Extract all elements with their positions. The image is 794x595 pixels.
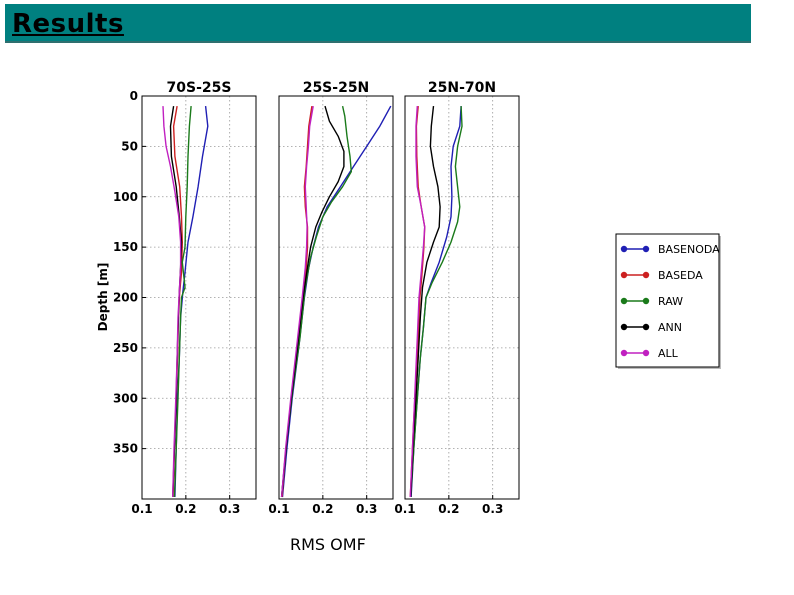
y-tick-label: 100 xyxy=(113,190,138,204)
series-line-basenoda-panel-2 xyxy=(281,105,392,498)
panel-frame xyxy=(404,95,520,500)
legend-label-basenoda: BASENODA xyxy=(658,243,720,256)
x-tick-label: 0.2 xyxy=(175,502,196,516)
y-axis-label: Depth [m] xyxy=(96,263,110,332)
series-line-raw-panel-1 xyxy=(173,106,192,498)
header-bar: Results xyxy=(5,4,751,43)
legend-marker xyxy=(620,297,628,305)
y-tick-label: 250 xyxy=(113,341,138,355)
legend-label-raw: RAW xyxy=(658,295,683,308)
y-tick-label: 0 xyxy=(130,89,138,103)
panel-title: 25S-25N xyxy=(303,80,370,96)
series-line-all-panel-2 xyxy=(280,105,314,498)
y-tick-label: 350 xyxy=(113,442,138,456)
legend-marker xyxy=(620,271,628,279)
series-line-all-panel-1 xyxy=(162,106,182,498)
panel-title: 25N-70N xyxy=(428,80,496,96)
series-line-raw-panel-2 xyxy=(280,105,352,498)
x-tick-label: 0.2 xyxy=(438,502,459,516)
x-tick-label: 0.3 xyxy=(356,502,377,516)
legend-marker xyxy=(620,349,628,357)
y-tick-label: 50 xyxy=(121,139,138,153)
x-tick-label: 0.2 xyxy=(312,502,333,516)
legend-label-all: ALL xyxy=(658,347,679,360)
x-tick-label: 0.1 xyxy=(131,502,152,516)
x-tick-label: 0.1 xyxy=(394,502,415,516)
x-tick-label: 0.1 xyxy=(268,502,289,516)
panel-frame xyxy=(278,95,394,500)
panel-title: 70S-25S xyxy=(167,80,232,96)
series-line-raw-panel-3 xyxy=(410,106,463,498)
x-axis-caption: RMS OMF xyxy=(290,535,366,554)
legend-label-ann: ANN xyxy=(658,321,682,334)
legend-marker xyxy=(620,245,628,253)
legend-marker xyxy=(642,245,650,253)
series-line-ann-panel-3 xyxy=(410,106,441,498)
legend-label-baseda: BASEDA xyxy=(658,269,703,282)
y-tick-label: 300 xyxy=(113,391,138,405)
series-line-all-panel-3 xyxy=(409,106,426,498)
legend-marker xyxy=(642,349,650,357)
y-tick-label: 150 xyxy=(113,240,138,254)
x-tick-label: 0.3 xyxy=(482,502,503,516)
legend-marker xyxy=(642,271,650,279)
legend-marker xyxy=(642,297,650,305)
series-line-ann-panel-2 xyxy=(280,105,345,498)
legend-marker xyxy=(620,323,628,331)
x-tick-label: 0.3 xyxy=(219,502,240,516)
legend-marker xyxy=(642,323,650,331)
y-tick-label: 200 xyxy=(113,291,138,305)
page-title: Results xyxy=(12,9,124,39)
